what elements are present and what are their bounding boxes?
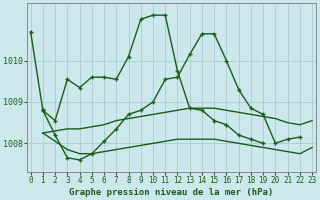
X-axis label: Graphe pression niveau de la mer (hPa): Graphe pression niveau de la mer (hPa) — [69, 188, 274, 197]
